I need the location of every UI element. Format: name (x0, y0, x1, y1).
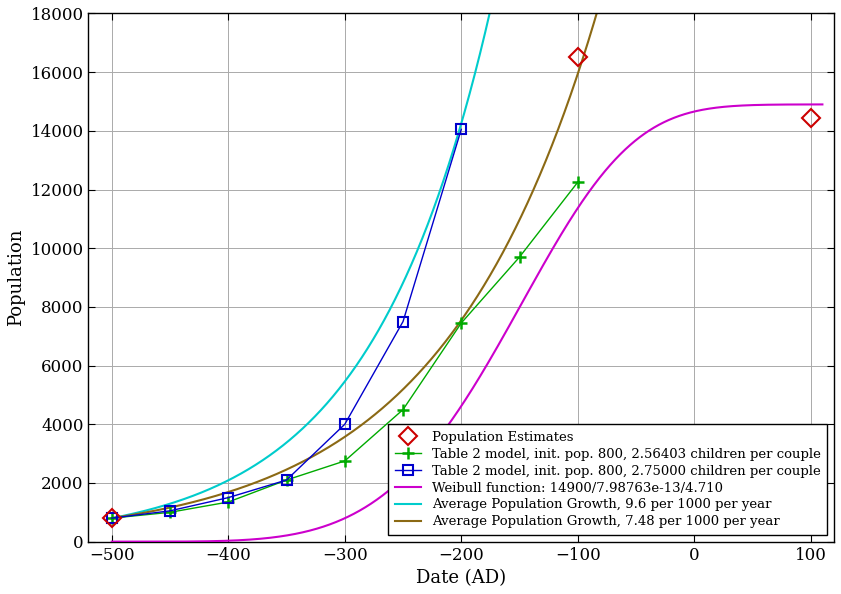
X-axis label: Date (AD): Date (AD) (416, 569, 506, 587)
Legend: Population Estimates, Table 2 model, init. pop. 800, 2.56403 children per couple: Population Estimates, Table 2 model, ini… (389, 424, 828, 535)
Y-axis label: Population: Population (7, 229, 25, 326)
